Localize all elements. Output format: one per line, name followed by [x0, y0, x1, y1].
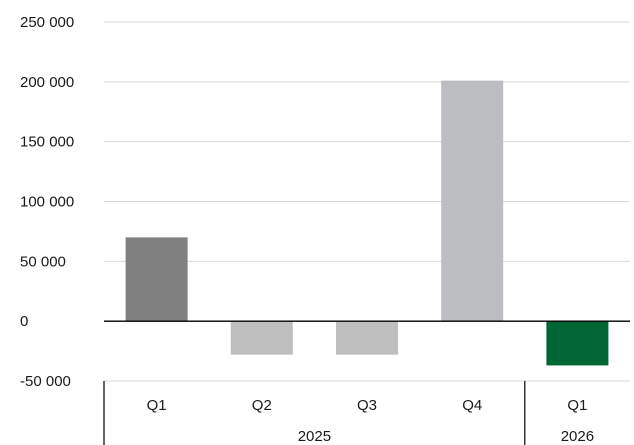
y-tick-label-1: 0 — [20, 313, 28, 330]
bar-2 — [230, 321, 293, 355]
bar-5 — [546, 321, 609, 366]
bar-1 — [125, 237, 188, 322]
group-label-1: 2025 — [298, 428, 331, 445]
y-tick-label-4: 150 000 — [20, 134, 74, 151]
y-tick-label-2: 50 000 — [20, 253, 66, 270]
y-tick-label-6: 250 000 — [20, 14, 74, 31]
gridlines — [104, 21, 630, 382]
bar-3 — [336, 321, 398, 355]
group-label-2: 2026 — [561, 428, 594, 445]
y-tick-label-5: 200 000 — [20, 74, 74, 91]
x-tick-label-5: Q1 — [567, 397, 587, 414]
x-tick-label-2: Q2 — [252, 397, 272, 414]
bar-4 — [441, 80, 504, 322]
labels: -50 000 0 50 000 100 000 150 000 200 000 250 0… — [20, 14, 594, 445]
y-tick-label-3: 100 000 — [20, 194, 74, 211]
x-tick-label-3: Q3 — [357, 397, 377, 414]
axes — [103, 320, 630, 445]
x-tick-label-4: Q4 — [462, 397, 482, 414]
y-tick-label-0: -50 000 — [20, 373, 71, 390]
bars — [125, 80, 609, 366]
x-tick-label-1: Q1 — [147, 397, 167, 414]
